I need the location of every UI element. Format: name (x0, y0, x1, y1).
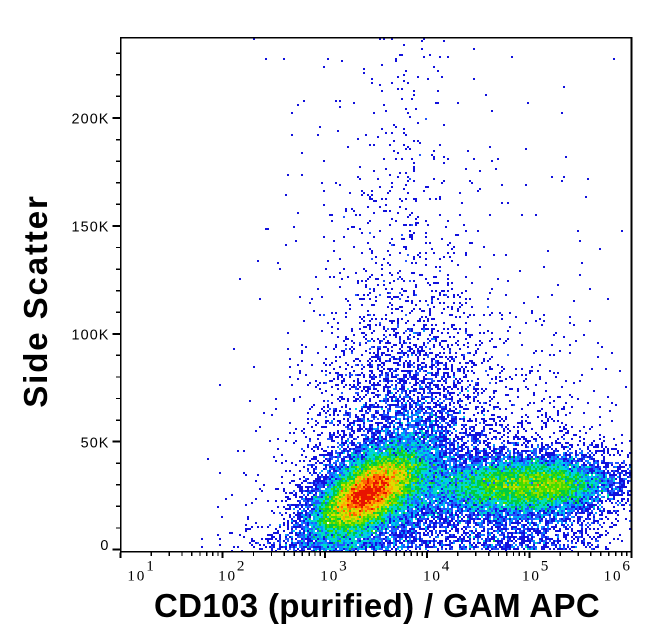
svg-text:0: 0 (100, 538, 109, 554)
svg-text:CD103 (purified) / GAM APC: CD103 (purified) / GAM APC (154, 587, 600, 624)
svg-text:Side Scatter: Side Scatter (17, 194, 54, 408)
svg-text:150K: 150K (71, 220, 109, 236)
svg-text:50K: 50K (81, 435, 110, 451)
svg-text:100K: 100K (71, 328, 109, 344)
svg-text:200K: 200K (71, 112, 109, 128)
